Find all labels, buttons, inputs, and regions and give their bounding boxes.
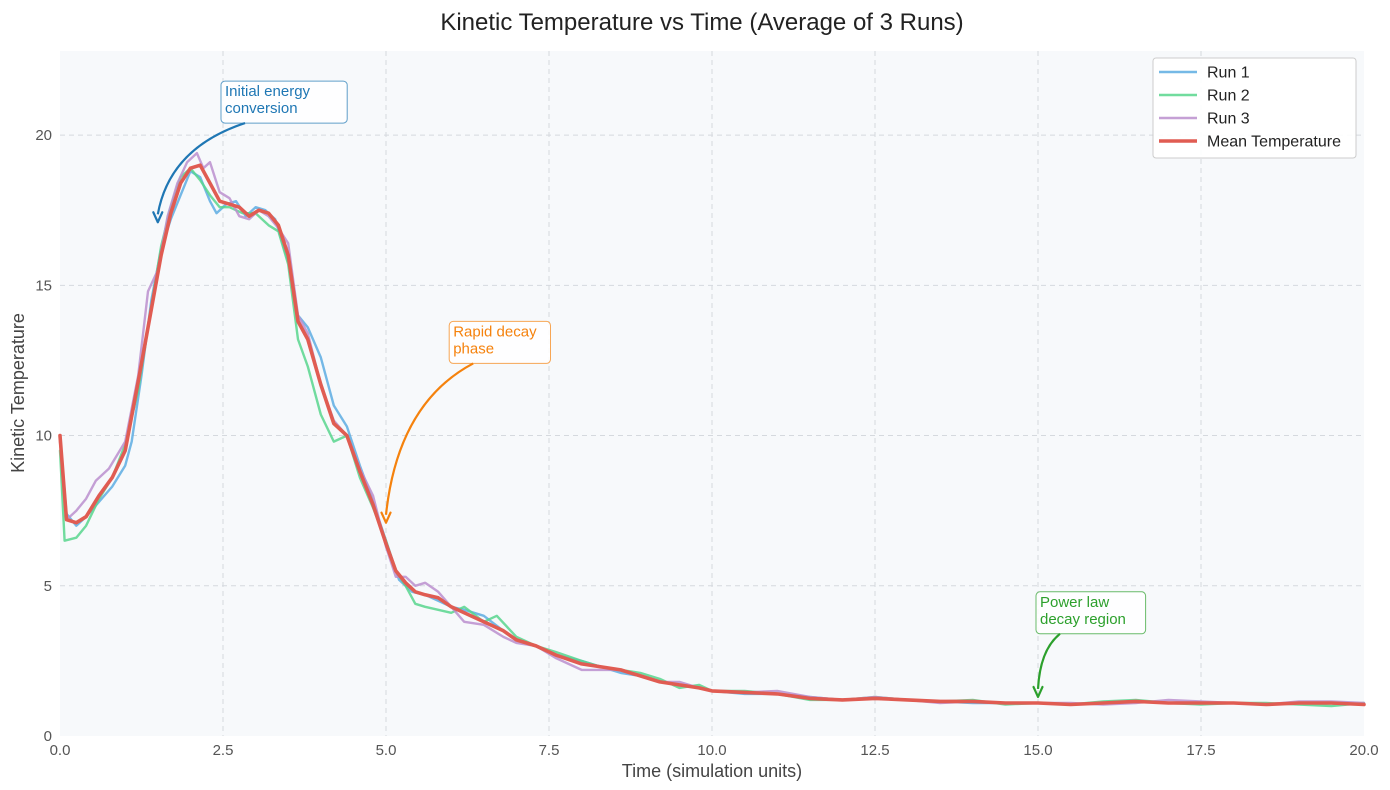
annotation-arrow (1036, 632, 1061, 689)
x-axis-ticks: 0.0 2.5 5.0 7.5 10.0 12.5 15.0 17.5 20.0 (50, 742, 1379, 759)
annotation-text: Initial energy (225, 83, 311, 100)
annotation-text: Power law (1040, 594, 1109, 611)
chart-title: Kinetic Temperature vs Time (Average of … (440, 9, 963, 36)
y-axis-label: Kinetic Temperature (8, 313, 28, 473)
annotation-text: decay region (1040, 611, 1126, 628)
x-tick-label: 7.5 (539, 742, 560, 759)
annotation-arrowhead (152, 211, 164, 224)
annotation-text: Rapid decay (453, 323, 537, 340)
x-axis-label: Time (simulation units) (622, 761, 802, 781)
x-tick-label: 2.5 (213, 742, 234, 759)
legend-entry: Mean Temperature (1207, 134, 1341, 151)
legend-entry: Run 2 (1207, 88, 1250, 105)
annotation-arrowhead (380, 511, 392, 524)
y-axis-ticks: 0 5 10 15 20 (35, 127, 52, 745)
y-tick-label: 10 (35, 428, 52, 445)
annotation-arrow (384, 362, 474, 515)
grid (60, 51, 1364, 736)
x-tick-label: 20.0 (1349, 742, 1378, 759)
x-tick-label: 17.5 (1186, 742, 1215, 759)
series-lines (58, 151, 1366, 708)
y-tick-label: 5 (44, 578, 52, 595)
annotation-text: conversion (225, 100, 298, 117)
x-tick-label: 15.0 (1023, 742, 1052, 759)
annotation-box (220, 80, 348, 124)
y-tick-label: 20 (35, 127, 52, 144)
legend-box (1152, 57, 1357, 159)
y-tick-label: 0 (44, 728, 52, 745)
legend-entry: Run 3 (1207, 111, 1250, 128)
annotation-arrowhead (1032, 685, 1044, 699)
annotation-box (1035, 591, 1147, 635)
y-tick-label: 15 (35, 277, 52, 294)
x-tick-label: 10.0 (697, 742, 726, 759)
annotation-text: phase (453, 340, 494, 357)
x-tick-label: 5.0 (376, 742, 397, 759)
x-tick-label: 12.5 (860, 742, 889, 759)
x-tick-label: 0.0 (50, 742, 71, 759)
legend-entry: Run 1 (1207, 65, 1250, 82)
annotation-box (448, 320, 552, 364)
annotation-arrow (156, 122, 246, 215)
series-line-mean-temperature (58, 163, 1366, 707)
legend: Run 1 Run 2 Run 3 Mean Temperature (1152, 57, 1357, 159)
